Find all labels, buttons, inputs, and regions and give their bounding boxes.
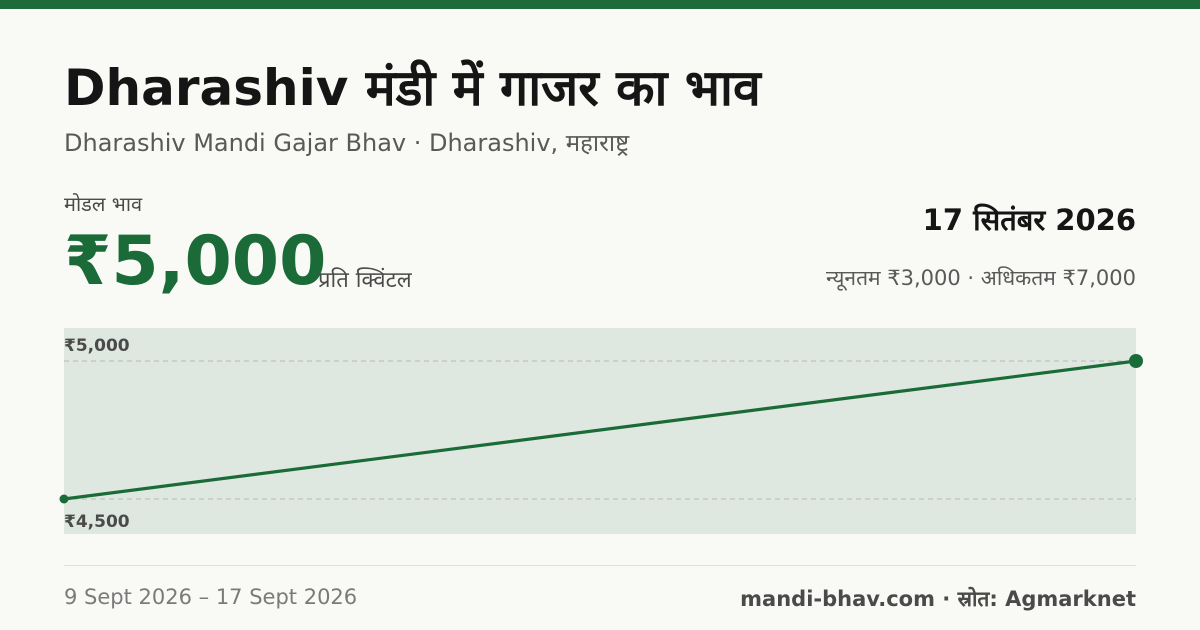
y-tick-label: ₹5,000 — [64, 336, 130, 356]
footer-divider — [64, 565, 1136, 566]
y-tick-label: ₹4,500 — [64, 512, 130, 532]
footer-source: mandi-bhav.com · स्रोत: Agmarknet — [740, 585, 1136, 613]
data-point — [60, 495, 69, 504]
footer-date-range: 9 Sept 2026 – 17 Sept 2026 — [64, 585, 357, 609]
data-point — [1129, 354, 1143, 368]
